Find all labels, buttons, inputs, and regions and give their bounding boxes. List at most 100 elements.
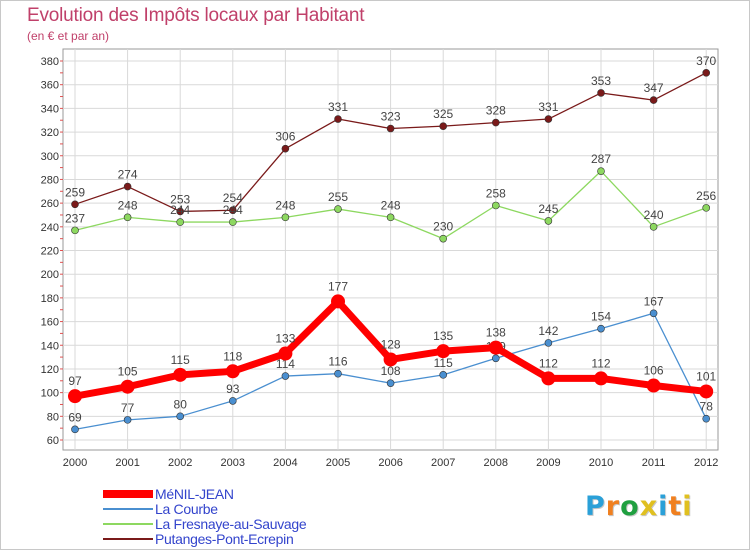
data-label: 128 bbox=[381, 337, 401, 351]
chart-subtitle: (en € et par an) bbox=[27, 29, 110, 43]
data-point bbox=[176, 218, 184, 226]
chart-title: Evolution des Impôts locaux par Habitant bbox=[27, 5, 365, 26]
data-point bbox=[439, 122, 448, 130]
data-point bbox=[383, 352, 398, 367]
x-tick-label: 2010 bbox=[589, 457, 613, 469]
data-point bbox=[436, 344, 451, 359]
data-label: 248 bbox=[118, 198, 138, 212]
y-tick-label: 160 bbox=[41, 317, 59, 329]
data-label: 240 bbox=[644, 208, 664, 222]
data-label: 154 bbox=[591, 310, 611, 324]
y-tick-label: 220 bbox=[41, 246, 59, 258]
data-point bbox=[597, 89, 605, 97]
data-label: 118 bbox=[223, 349, 242, 363]
data-label: 177 bbox=[328, 279, 348, 293]
logo-letter: P bbox=[585, 491, 606, 522]
data-point bbox=[281, 144, 290, 153]
data-point bbox=[225, 364, 240, 379]
data-label: 254 bbox=[223, 191, 243, 205]
data-point bbox=[173, 367, 188, 382]
data-point bbox=[281, 213, 290, 222]
data-label: 106 bbox=[644, 364, 664, 378]
legend-swatch bbox=[103, 538, 153, 540]
data-point bbox=[120, 379, 135, 394]
data-point bbox=[649, 309, 658, 318]
data-label: 259 bbox=[65, 185, 85, 199]
data-point bbox=[331, 294, 345, 309]
data-label: 255 bbox=[328, 190, 348, 204]
y-tick-label: 80 bbox=[47, 411, 59, 423]
data-label: 114 bbox=[276, 357, 295, 371]
legend-swatch bbox=[103, 490, 153, 498]
x-tick-label: 2008 bbox=[484, 457, 508, 469]
y-tick-label: 180 bbox=[41, 293, 59, 305]
y-tick-label: 200 bbox=[41, 269, 59, 281]
data-point bbox=[544, 217, 553, 225]
x-tick-label: 2011 bbox=[642, 457, 666, 469]
legend-swatch bbox=[103, 508, 153, 510]
data-label: 258 bbox=[486, 186, 506, 200]
data-label: 77 bbox=[121, 401, 135, 415]
data-point bbox=[646, 378, 661, 393]
data-label: 353 bbox=[591, 74, 611, 88]
data-point bbox=[386, 213, 395, 222]
data-point bbox=[386, 124, 395, 133]
data-point bbox=[491, 118, 500, 127]
data-point bbox=[541, 371, 556, 386]
logo-letter: t bbox=[668, 491, 683, 522]
x-tick-label: 2003 bbox=[221, 457, 245, 469]
data-point bbox=[334, 115, 342, 123]
data-point bbox=[699, 384, 714, 399]
data-point bbox=[123, 182, 132, 191]
x-tick-label: 2002 bbox=[168, 457, 192, 469]
data-label: 135 bbox=[433, 329, 453, 343]
data-label: 325 bbox=[433, 107, 453, 121]
data-label: 133 bbox=[275, 332, 295, 346]
y-tick-label: 100 bbox=[41, 388, 59, 400]
data-label: 331 bbox=[538, 100, 558, 114]
data-point bbox=[278, 346, 293, 361]
data-point bbox=[334, 205, 342, 213]
y-tick-label: 320 bbox=[41, 127, 59, 139]
data-label: 244 bbox=[170, 203, 190, 217]
data-label: 69 bbox=[68, 410, 82, 424]
data-point bbox=[71, 200, 79, 209]
data-label: 287 bbox=[591, 152, 611, 166]
x-tick-label: 2007 bbox=[431, 457, 455, 469]
data-point bbox=[702, 69, 711, 77]
data-label: 108 bbox=[381, 364, 401, 378]
data-point bbox=[71, 425, 79, 434]
data-point bbox=[229, 206, 237, 215]
data-label: 237 bbox=[65, 211, 85, 225]
data-point bbox=[229, 397, 237, 405]
y-tick-label: 60 bbox=[47, 435, 59, 447]
data-label: 370 bbox=[696, 54, 716, 68]
logo-letter: x bbox=[639, 491, 659, 522]
data-point bbox=[439, 234, 448, 243]
data-label: 328 bbox=[486, 104, 506, 118]
legend-label: La Courbe bbox=[155, 501, 218, 517]
y-tick-label: 340 bbox=[41, 103, 59, 115]
data-label: 248 bbox=[275, 198, 295, 212]
y-tick-label: 260 bbox=[41, 198, 59, 210]
y-tick-label: 300 bbox=[41, 151, 59, 163]
data-label: 115 bbox=[171, 353, 190, 367]
data-point bbox=[702, 204, 711, 212]
x-tick-label: 2012 bbox=[694, 457, 718, 469]
data-label: 245 bbox=[538, 202, 558, 216]
data-label: 230 bbox=[433, 220, 453, 234]
x-tick-label: 2001 bbox=[115, 457, 139, 469]
x-tick-label: 2005 bbox=[326, 457, 350, 469]
data-label: 256 bbox=[696, 189, 716, 203]
data-label: 323 bbox=[381, 110, 401, 124]
data-label: 331 bbox=[328, 100, 348, 114]
data-label: 97 bbox=[68, 374, 82, 388]
x-tick-label: 2000 bbox=[63, 457, 87, 469]
data-label: 80 bbox=[174, 397, 188, 411]
y-tick-label: 120 bbox=[41, 364, 59, 376]
data-label: 138 bbox=[486, 326, 506, 340]
data-label: 167 bbox=[644, 294, 664, 308]
data-label: 347 bbox=[644, 81, 664, 95]
